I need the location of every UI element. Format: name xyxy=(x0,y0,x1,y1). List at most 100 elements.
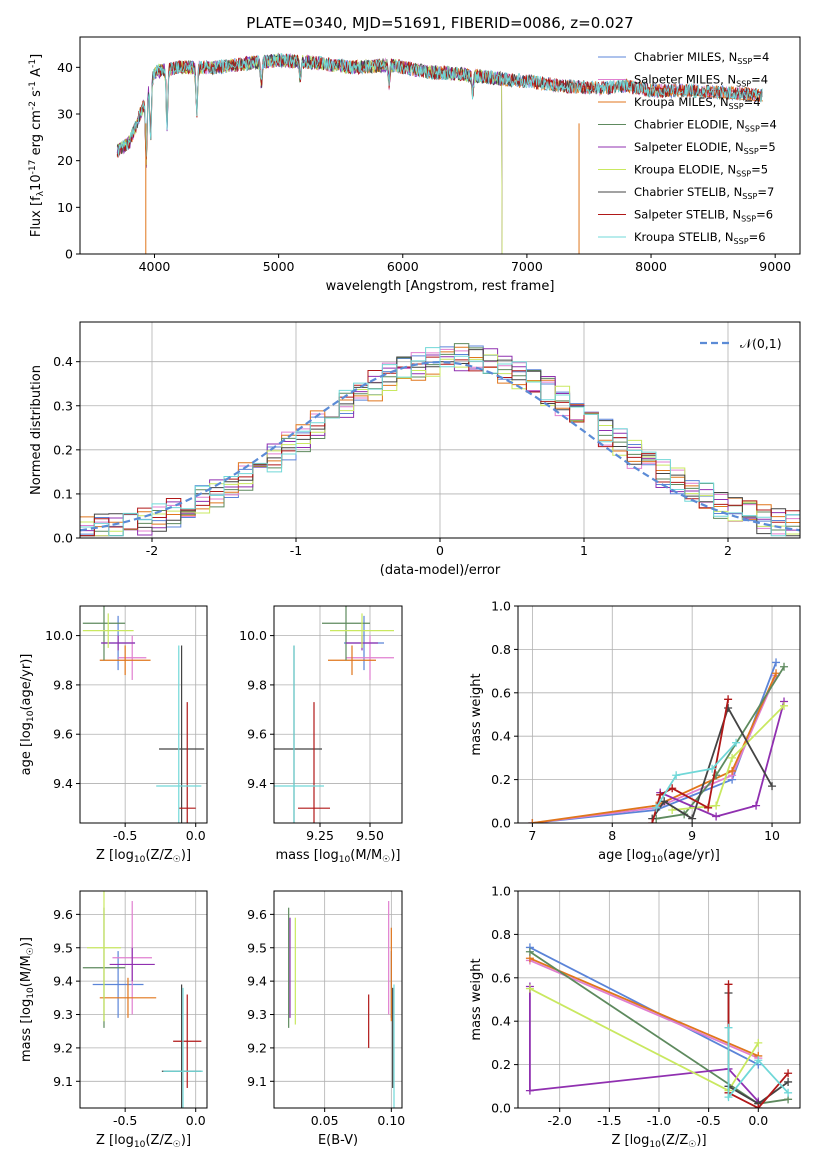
y-tick-label: 9.2 xyxy=(53,1040,73,1055)
spectrum-series-line xyxy=(116,52,503,254)
mass-weight-line xyxy=(532,675,777,823)
mass-weight-line xyxy=(529,987,760,1092)
x-tick-label: 0.0 xyxy=(186,828,206,843)
mass-vs-Z-frame xyxy=(79,890,208,1109)
mass-weight-marker xyxy=(712,812,721,821)
x-tick-label: 9.50 xyxy=(356,828,384,843)
mass-weight-marker xyxy=(772,669,781,678)
x-axis-label: (data-model)/error xyxy=(380,563,501,578)
age-vs-mass-axes: 9.25 9.50 9.4 9.6 9.8 10.0 mass [log10(M/M☉)] xyxy=(239,606,402,865)
y-axis-label: mass [log10(M/M☉)] xyxy=(19,937,36,1062)
x-tick-label: -0.5 xyxy=(113,1113,137,1128)
x-tick-label: 7 xyxy=(528,828,536,843)
age-vs-mass-plot xyxy=(274,606,394,823)
x-tick-label: 9000 xyxy=(759,259,791,274)
x-tick-label: 9.25 xyxy=(306,828,334,843)
weight-vs-Z-frame xyxy=(517,890,801,1109)
y-tick-label: 9.5 xyxy=(53,940,73,955)
x-tick-label: -2.0 xyxy=(548,1113,572,1128)
mass-weight-line xyxy=(532,672,777,823)
mass-weight-marker xyxy=(728,753,737,762)
y-axis-label: Flux [fλ10-17 erg cm-2 s-1 A-1] xyxy=(28,54,46,237)
y-tick-label: 9.3 xyxy=(53,1007,73,1022)
figure-title: PLATE=0340, MJD=51691, FIBERID=0086, z=0… xyxy=(246,14,633,32)
residuals-plot xyxy=(80,343,800,537)
mass-vs-Z-axes: -0.5 0.0 9.1 9.2 9.3 9.4 9.5 9.6 Z [log10(Z/Z☉)]… xyxy=(19,891,207,1150)
y-tick-label: 0.4 xyxy=(491,729,511,744)
mass-weight-marker xyxy=(648,819,657,823)
mass-weight-line xyxy=(529,957,759,1057)
mass-weight-marker xyxy=(772,658,781,667)
mass-weight-marker xyxy=(688,814,697,823)
y-tick-label: 9.6 xyxy=(247,727,267,742)
x-tick-label: 0.0 xyxy=(186,1113,206,1128)
x-axis-label: age [log10(age/yr)] xyxy=(598,848,720,865)
y-tick-label: 0.1 xyxy=(53,486,73,501)
y-tick-label: 1.0 xyxy=(491,884,511,899)
x-tick-label: 0.10 xyxy=(377,1113,405,1128)
spectrum-legend: Chabrier MILES, NSSP=4 Salpeter MILES, NS… xyxy=(598,50,777,246)
mass-weight-marker xyxy=(656,790,665,799)
x-tick-label: -2 xyxy=(146,543,158,558)
age-vs-Z-frame xyxy=(79,605,208,824)
mass-weight-marker xyxy=(525,947,534,956)
y-tick-label: 0.0 xyxy=(491,1101,511,1116)
spectrum-axes: 4000 5000 6000 7000 8000 9000 0 10 20 30 40 wavelen… xyxy=(28,54,791,294)
spectrum-series-line xyxy=(117,53,503,254)
spectrum-series-line xyxy=(116,54,503,254)
mass-weight-marker xyxy=(525,1086,534,1095)
x-tick-label: 0 xyxy=(436,543,444,558)
y-tick-label: 0.6 xyxy=(491,685,511,700)
legend-entry: 𝒩(0,1) xyxy=(740,336,782,351)
x-tick-label: 0.05 xyxy=(311,1113,339,1128)
y-tick-label: 20 xyxy=(57,153,73,168)
x-tick-label: -0.5 xyxy=(696,1113,720,1128)
y-tick-label: 0 xyxy=(65,247,73,262)
y-axis-label: mass weight xyxy=(469,958,484,1040)
y-tick-label: 9.1 xyxy=(247,1074,267,1089)
mass-weight-marker xyxy=(752,801,761,810)
y-tick-label: 0.4 xyxy=(53,354,73,369)
mass-weight-marker xyxy=(754,1104,763,1108)
x-tick-label: 4000 xyxy=(139,259,171,274)
mass-weight-marker xyxy=(784,1069,793,1078)
mass-vs-EBV-axes: 0.05 0.10 9.1 9.2 9.3 9.4 9.5 9.6 E(B-V) xyxy=(247,891,405,1148)
legend-entry: Chabrier ELODIE, NSSP=4 xyxy=(634,118,777,134)
mass-weight-marker xyxy=(708,764,717,773)
y-tick-label: 40 xyxy=(57,60,73,75)
x-tick-label: -1 xyxy=(290,543,302,558)
y-tick-label: 9.5 xyxy=(247,940,267,955)
y-axis-label: mass weight xyxy=(469,673,484,755)
mass-weight-marker xyxy=(724,1093,733,1102)
mass-weight-marker xyxy=(525,984,534,993)
y-tick-label: 9.4 xyxy=(247,776,267,791)
y-tick-label: 0.8 xyxy=(491,927,511,942)
weight-vs-Z-plot xyxy=(525,943,793,1108)
mass-weight-marker xyxy=(528,819,537,823)
y-tick-label: 9.3 xyxy=(247,1007,267,1022)
residuals-frame xyxy=(79,321,801,539)
x-tick-label: 10 xyxy=(764,828,780,843)
y-tick-label: 9.4 xyxy=(53,776,73,791)
mass-weight-marker xyxy=(724,980,733,989)
residual-histogram-step xyxy=(80,354,800,537)
y-tick-label: 0.4 xyxy=(491,1014,511,1029)
weight-vs-age-plot xyxy=(528,658,789,823)
x-axis-label: Z [log10(Z/Z☉)] xyxy=(611,1133,706,1150)
y-tick-label: 0.2 xyxy=(491,1057,511,1072)
y-axis-label: Normed distribution xyxy=(29,365,44,495)
mass-weight-marker xyxy=(668,784,677,793)
mass-vs-EBV-frame xyxy=(273,890,403,1109)
x-axis-label: mass [log10(M/M☉)] xyxy=(276,848,401,865)
x-axis-label: Z [log10(Z/Z☉)] xyxy=(96,848,191,865)
y-tick-label: 30 xyxy=(57,107,73,122)
x-axis-label: E(B-V) xyxy=(318,1133,358,1148)
y-tick-label: 0.2 xyxy=(53,442,73,457)
mass-vs-Z-plot xyxy=(82,891,203,1108)
mass-weight-marker xyxy=(780,701,789,710)
y-tick-label: 0.0 xyxy=(491,816,511,831)
legend-entry: Salpeter STELIB, NSSP=6 xyxy=(634,208,773,224)
mass-weight-marker xyxy=(780,662,789,671)
mass-weight-marker xyxy=(652,803,661,812)
y-tick-label: 0.6 xyxy=(491,970,511,985)
